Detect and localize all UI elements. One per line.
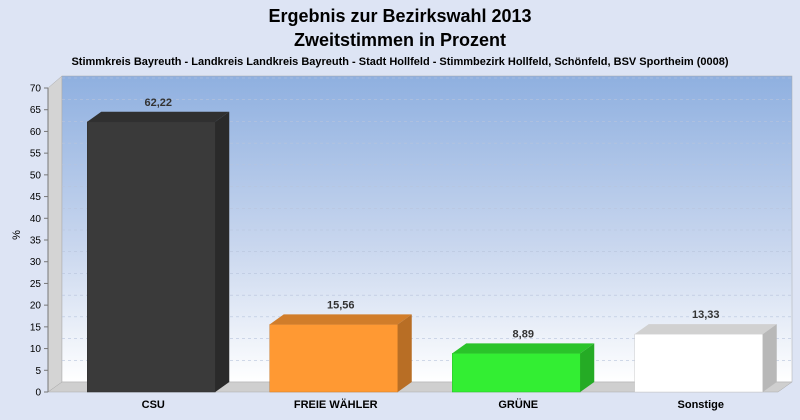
y-tick-label: 20 — [30, 301, 42, 312]
y-tick-label: 50 — [30, 170, 42, 181]
y-tick-label: 60 — [30, 127, 42, 138]
bar-top — [269, 314, 412, 325]
bar-2: 8,89 — [452, 328, 595, 393]
category-labels: CSU FREIE WÄHLER GRÜNE Sonstige — [142, 398, 724, 411]
bar-value-label: 8,89 — [513, 328, 534, 340]
bar-front — [634, 333, 763, 393]
y-tick-label: 55 — [30, 149, 42, 160]
y-tick-label: 40 — [30, 214, 42, 225]
y-tick-label: 0 — [35, 388, 41, 399]
bar-0: 62,22 — [87, 97, 230, 393]
x-tick-label: CSU — [142, 399, 165, 411]
bar-side — [215, 111, 230, 393]
x-tick-label: FREIE WÄHLER — [294, 398, 378, 411]
bar-value-label: 13,33 — [692, 309, 720, 321]
y-tick-label: 45 — [30, 192, 42, 203]
chart-subtitle: Stimmkreis Bayreuth - Landkreis Landkrei… — [71, 56, 728, 68]
y-tick-label: 5 — [35, 366, 41, 377]
x-tick-label: Sonstige — [678, 399, 724, 411]
bar-1: 15,56 — [269, 299, 412, 393]
bar-side — [762, 324, 777, 392]
bar-side — [397, 314, 412, 392]
bar-top — [634, 324, 777, 335]
bar-front — [87, 121, 216, 393]
bar-side — [580, 343, 595, 392]
bar-front — [269, 324, 398, 393]
y-axis-label: % — [11, 230, 23, 240]
chart-title: Ergebnis zur Bezirkswahl 2013 — [268, 6, 531, 26]
bar-value-label: 62,22 — [144, 97, 172, 109]
y-tick-label: 70 — [30, 84, 42, 95]
y-tick-label: 15 — [30, 322, 42, 333]
y-tick-label: 10 — [30, 344, 42, 355]
bar-top — [87, 111, 230, 122]
y-tick-label: 25 — [30, 279, 42, 290]
y-tick-label: 35 — [30, 236, 42, 247]
chart-title-line2: Zweitstimmen in Prozent — [294, 30, 506, 50]
bar-front — [452, 353, 581, 393]
bar-top — [452, 343, 595, 354]
y-tick-label: 65 — [30, 105, 42, 116]
x-tick-label: GRÜNE — [498, 398, 538, 411]
plot-side-wall — [47, 75, 63, 393]
bar-3: 13,33 — [634, 309, 777, 393]
bar-value-label: 15,56 — [327, 299, 355, 311]
bars: 62,22 15,56 8,89 13,33 — [87, 97, 777, 393]
y-axis-ticks: 0 5 10 15 20 25 30 35 40 45 50 55 60 65 70 — [30, 84, 48, 399]
y-tick-label: 30 — [30, 257, 42, 268]
